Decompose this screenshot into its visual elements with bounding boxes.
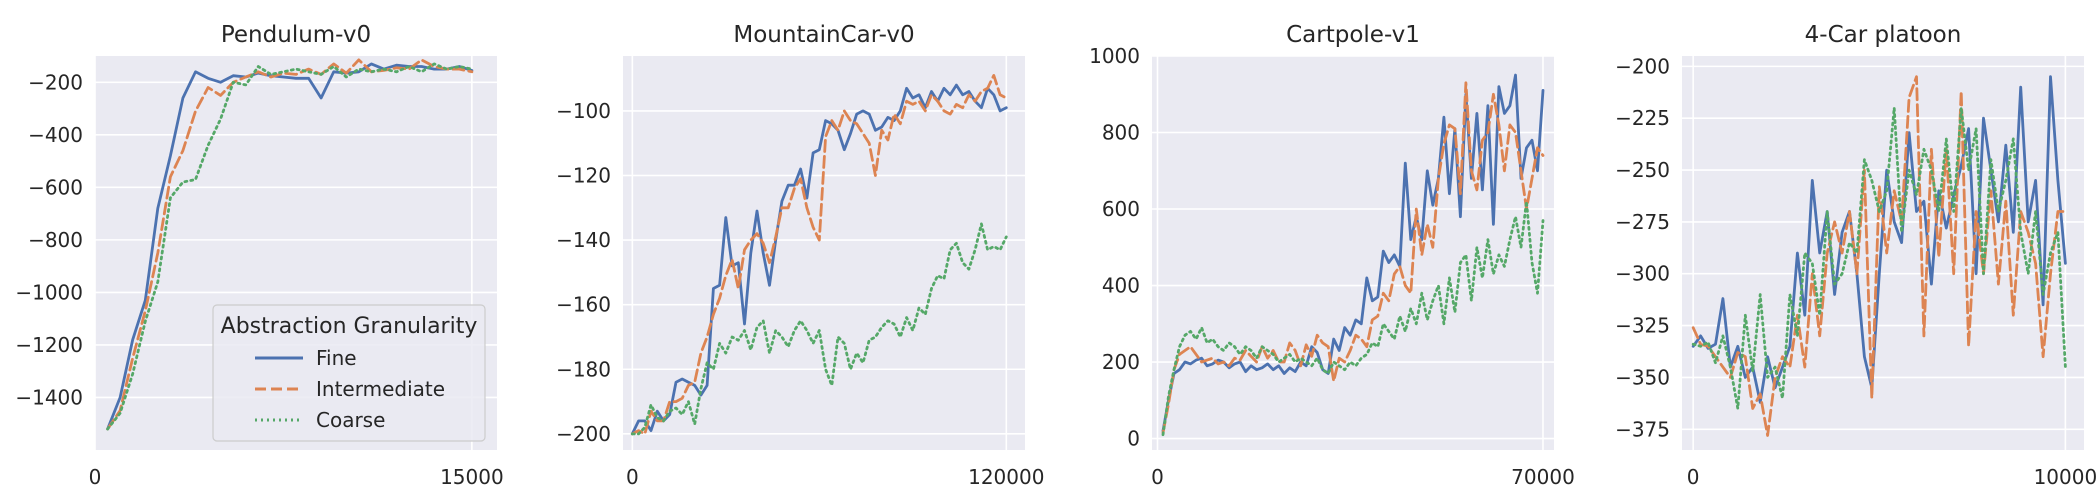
y-tick-label: 400 bbox=[1102, 274, 1140, 298]
y-tick-label: −375 bbox=[1615, 417, 1670, 441]
panels: Pendulum-v0−1400−1200−1000−800−600−400−2… bbox=[15, 22, 2097, 489]
legend-title: Abstraction Granularity bbox=[221, 314, 478, 339]
series-line-coarse bbox=[630, 222, 1008, 436]
legend-label-coarse: Coarse bbox=[316, 408, 385, 432]
x-tick-label: 0 bbox=[89, 465, 102, 489]
y-tick-label: 600 bbox=[1102, 197, 1140, 221]
y-tick-label: −180 bbox=[556, 357, 611, 381]
series-line-fine bbox=[1161, 73, 1545, 433]
chart-title: Cartpole-v1 bbox=[1286, 22, 1420, 48]
legend-label-intermediate: Intermediate bbox=[316, 377, 445, 401]
y-tick-label: −200 bbox=[1615, 54, 1670, 78]
x-tick-label: 15000 bbox=[440, 465, 504, 489]
y-tick-label: 200 bbox=[1102, 350, 1140, 374]
y-tick-label: −600 bbox=[28, 175, 83, 199]
series-line-coarse bbox=[106, 62, 474, 431]
panel-4: 4-Car platoon −375 −350 −325 −300 −275 −250 −22… bbox=[1615, 22, 2097, 489]
y-tick-label: −400 bbox=[28, 123, 83, 147]
y-tick-label: −1400 bbox=[15, 385, 83, 409]
y-tick-label: −120 bbox=[556, 163, 611, 187]
chart-title: MountainCar-v0 bbox=[733, 22, 914, 48]
plot-background bbox=[623, 56, 1025, 450]
series-line-intermediate bbox=[630, 74, 1008, 436]
series-line-coarse bbox=[1691, 106, 2067, 410]
legend-box bbox=[212, 304, 486, 442]
series-line-intermediate bbox=[1161, 81, 1545, 435]
y-tick-label: −200 bbox=[28, 70, 83, 94]
x-tick-label: 0 bbox=[626, 465, 639, 489]
y-tick-label: 800 bbox=[1102, 121, 1140, 145]
y-tick-label: −350 bbox=[1615, 365, 1670, 389]
panel-2: MountainCar-v0 −200 −180 −160 −140 −120 −100 0 1… bbox=[556, 22, 1044, 489]
y-tick-label: 0 bbox=[1127, 427, 1140, 451]
series-line-intermediate bbox=[1691, 75, 2067, 437]
series-line-fine bbox=[1691, 75, 2067, 404]
panel-3: Cartpole-v1 0 200 400 600 800 1000 0 70000 bbox=[1089, 22, 1575, 489]
y-tick-label: −1000 bbox=[15, 280, 83, 304]
y-tick-label: 1000 bbox=[1089, 44, 1140, 68]
y-tick-label: −800 bbox=[28, 228, 83, 252]
y-tick-label: −325 bbox=[1615, 314, 1670, 338]
legend: Abstraction Granularity Fine Intermediat… bbox=[212, 304, 486, 442]
x-tick-label: 0 bbox=[1687, 465, 1700, 489]
y-tick-label: −100 bbox=[556, 99, 611, 123]
plot-background bbox=[1152, 56, 1554, 450]
y-tick-label: −250 bbox=[1615, 158, 1670, 182]
legend-label-fine: Fine bbox=[316, 346, 357, 370]
y-tick-label: −300 bbox=[1615, 262, 1670, 286]
chart-title: 4-Car platoon bbox=[1805, 22, 1962, 48]
y-tick-label: −1200 bbox=[15, 333, 83, 357]
y-tick-label: −160 bbox=[556, 293, 611, 317]
series-line-fine bbox=[630, 83, 1008, 436]
series-line-coarse bbox=[1161, 199, 1545, 437]
x-tick-label: 10000 bbox=[2034, 465, 2098, 489]
y-tick-label: −275 bbox=[1615, 210, 1670, 234]
y-tick-label: −225 bbox=[1615, 106, 1670, 130]
y-tick-label: −140 bbox=[556, 228, 611, 252]
x-tick-label: 70000 bbox=[1511, 465, 1575, 489]
y-tick-label: −200 bbox=[556, 422, 611, 446]
x-tick-label: 0 bbox=[1151, 465, 1164, 489]
x-tick-label: 120000 bbox=[968, 465, 1044, 489]
chart-title: Pendulum-v0 bbox=[221, 22, 371, 48]
